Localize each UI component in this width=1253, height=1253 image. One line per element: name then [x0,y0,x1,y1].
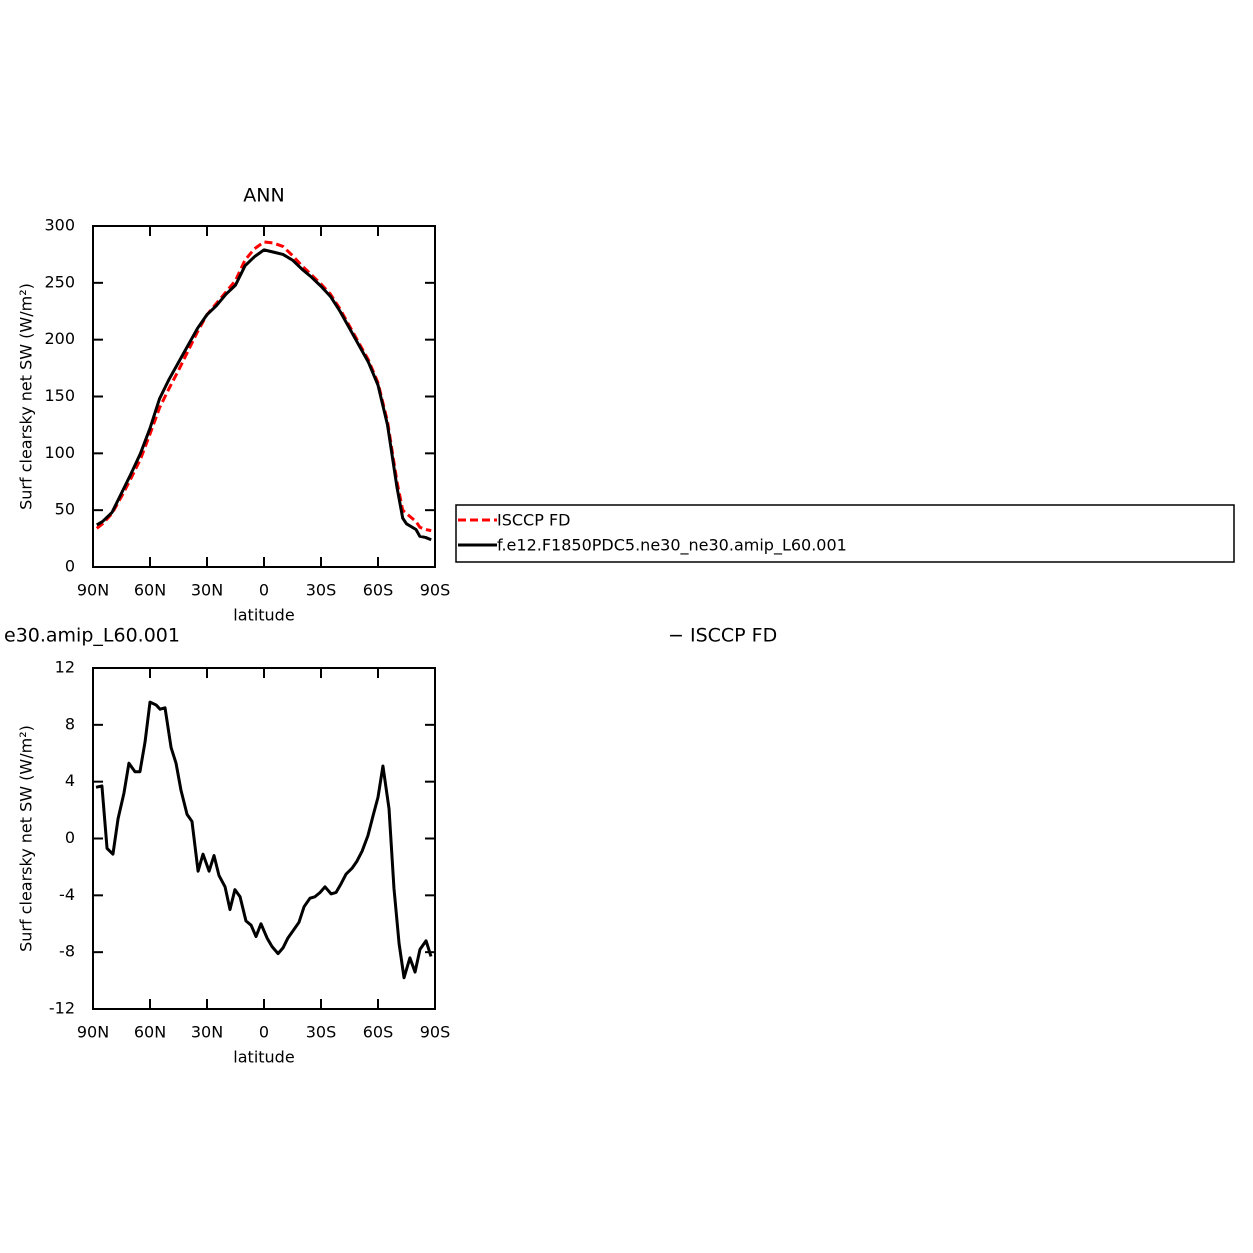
y-tick-label: 12 [55,658,75,677]
legend-label: f.e12.F1850PDC5.ne30_ne30.amip_L60.001 [497,536,847,556]
y-tick-label: 4 [65,771,75,790]
y-axis-label: Surf clearsky net SW (W/m²) [17,283,36,510]
x-tick-label: 30N [191,1023,223,1042]
x-tick-label: 30N [191,581,223,600]
right-title: − ISCCP FD [668,625,777,647]
plot-frame [92,667,436,1010]
y-tick-label: 150 [44,386,75,405]
plot-frame [92,225,436,568]
y-tick-label: 200 [44,329,75,348]
x-tick-label: 90S [420,1023,451,1042]
y-tick-label: 8 [65,714,75,733]
x-tick-label: 90S [420,581,451,600]
x-tick-label: 90N [77,1023,109,1042]
y-tick-label: 0 [65,828,75,847]
x-axis-label: latitude [233,606,294,625]
left-title: e30.amip_L60.001 [4,625,180,647]
x-tick-label: 60N [134,1023,166,1042]
x-tick-label: 30S [306,581,337,600]
y-tick-label: 250 [44,272,75,291]
x-tick-label: 30S [306,1023,337,1042]
legend-label: ISCCP FD [497,511,570,530]
x-tick-label: 60S [363,1023,394,1042]
y-tick-label: -12 [49,999,75,1018]
chart-title: ANN [243,185,284,207]
data-line [96,248,432,542]
data-line [95,240,432,533]
legend-box [455,504,1235,563]
data-line [95,700,433,980]
y-axis-label: Surf clearsky net SW (W/m²) [17,725,36,952]
y-tick-label: 100 [44,443,75,462]
x-tick-label: 90N [77,581,109,600]
x-axis-label: latitude [233,1048,294,1067]
y-tick-label: 0 [65,557,75,576]
x-tick-label: 60S [363,581,394,600]
y-tick-label: 50 [55,500,75,519]
x-tick-label: 60N [134,581,166,600]
y-tick-label: 300 [44,216,75,235]
x-tick-label: 0 [259,581,269,600]
y-tick-label: -4 [59,885,75,904]
y-tick-label: -8 [59,942,75,961]
x-tick-label: 0 [259,1023,269,1042]
